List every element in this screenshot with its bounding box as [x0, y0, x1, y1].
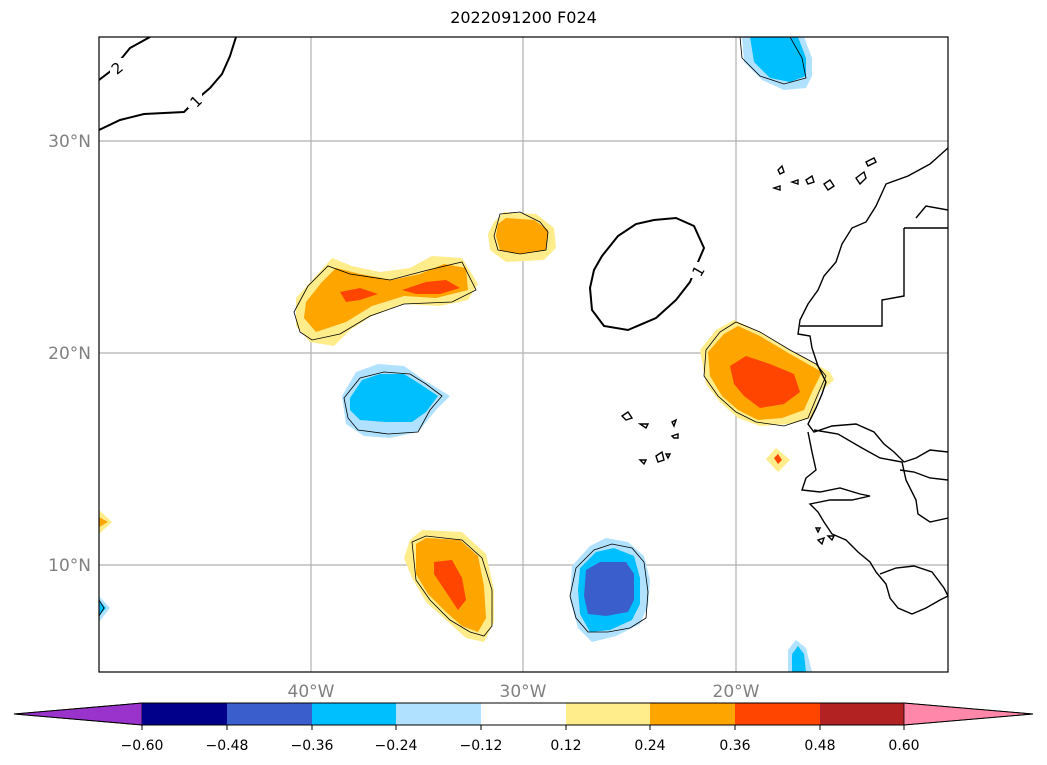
lat-label-20n: 20°N: [48, 344, 91, 364]
cold-region-4-core: [792, 646, 806, 672]
colorbar: −0.60 −0.48 −0.36 −0.24 −0.12 0.12 0.24 …: [13, 702, 1034, 754]
coastlines: [620, 147, 948, 615]
colorbar-tick-label-3: −0.36: [291, 738, 334, 754]
colorbar-tick-label-5: −0.12: [460, 738, 503, 754]
colorbar-seg-1: [142, 703, 227, 725]
warm-region-5-core: [434, 560, 466, 610]
lon-label-30w: 30°W: [500, 682, 547, 702]
africa-coast: [797, 147, 948, 463]
anomaly-outlines: [99, 37, 827, 637]
colorbar-tick-label-4: −0.24: [375, 738, 418, 754]
lat-label-30n: 30°N: [48, 132, 91, 152]
colorbar-tick-label-7: 0.24: [634, 738, 665, 754]
colorbar-tick-label-8: 0.36: [719, 738, 750, 754]
colorbar-tick-label-9: 0.48: [804, 738, 835, 754]
warm-region-3-core: [730, 356, 800, 408]
warm-region-1-mid: [304, 264, 468, 332]
warm-region-4-core: [774, 454, 782, 464]
colorbar-seg-7: [650, 703, 735, 725]
warm-region-2-mid: [496, 218, 548, 254]
colorbar-tick-label-10: 0.60: [888, 738, 919, 754]
colorbar-seg-3: [312, 703, 396, 725]
lat-label-10n: 10°N: [48, 556, 91, 576]
colorbar-seg-8: [735, 703, 820, 725]
contour-label-group: 2 1 1: [108, 58, 709, 280]
colorbar-seg-5: [481, 703, 566, 725]
colorbar-seg-4: [396, 703, 481, 725]
colorbar-seg-6: [566, 703, 650, 725]
senegal-coast: [801, 431, 948, 615]
cold-region-5-core: [99, 600, 106, 616]
map-title: 2022091200 F024: [450, 8, 597, 27]
canary-islands: [771, 157, 877, 191]
colorbar-extend-low: [13, 702, 143, 726]
cold-region-1-core: [350, 374, 438, 422]
bijagos-islands: [814, 527, 836, 546]
map-frame: [98, 36, 949, 673]
lon-label-20w: 20°W: [713, 682, 760, 702]
gridlines: [99, 37, 948, 672]
warm-region-6-core: [99, 517, 108, 527]
colorbar-tick-label-1: −0.60: [121, 738, 164, 754]
border-extra: [915, 205, 948, 219]
colorbar-extend-high: [903, 702, 1034, 726]
colorbar-tick-label-2: −0.48: [206, 738, 249, 754]
border-mali: [899, 469, 948, 481]
colorbar-seg-9: [820, 703, 904, 725]
colorbar-seg-2: [227, 703, 312, 725]
lon-label-40w: 40°W: [288, 682, 335, 702]
border-wsahara: [800, 228, 905, 327]
cold-region-2-core: [750, 37, 806, 82]
warm-region-1-core: [340, 280, 460, 302]
border-guinea: [879, 565, 948, 597]
colorbar-tick-label-6: 0.12: [550, 738, 581, 754]
cape-verde: [620, 411, 679, 466]
colorbar-ticks: [141, 725, 905, 730]
contour-line-1-central: [588, 216, 706, 332]
cold-region-3-core: [584, 562, 634, 616]
